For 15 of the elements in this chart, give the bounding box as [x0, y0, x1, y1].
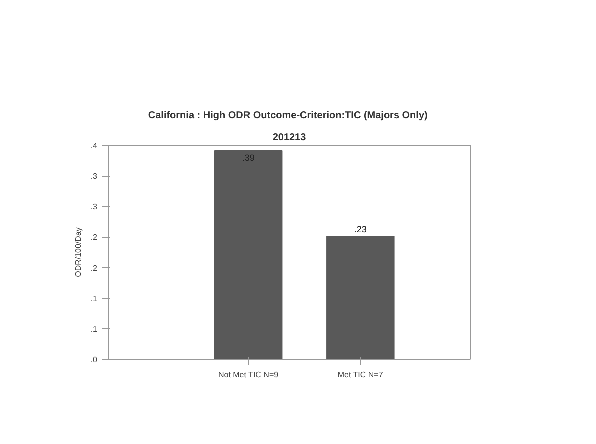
- y-tick-label: .0: [90, 356, 98, 364]
- chart-title: California : High ODR Outcome-Criterion:TIC (Majors Only): [148, 110, 428, 122]
- y-axis-title: ODR/100/Day: [74, 228, 83, 278]
- y-tick-label: .4: [90, 142, 98, 150]
- y-tick-label: .2: [90, 233, 98, 242]
- data-label: .39: [242, 152, 255, 163]
- chart-subtitle: 201213: [272, 132, 307, 144]
- y-tick-label: .3: [90, 172, 98, 182]
- data-label: .23: [354, 224, 367, 234]
- y-tick-label: .2: [90, 264, 98, 273]
- x-tick-label: Not Met TIC N=9: [218, 370, 280, 380]
- y-tick-label: .1: [90, 324, 98, 334]
- x-tick-label: Met TIC N=7: [338, 370, 384, 380]
- y-tick-label: .3: [90, 202, 98, 212]
- y-tick-label: .1: [90, 294, 98, 304]
